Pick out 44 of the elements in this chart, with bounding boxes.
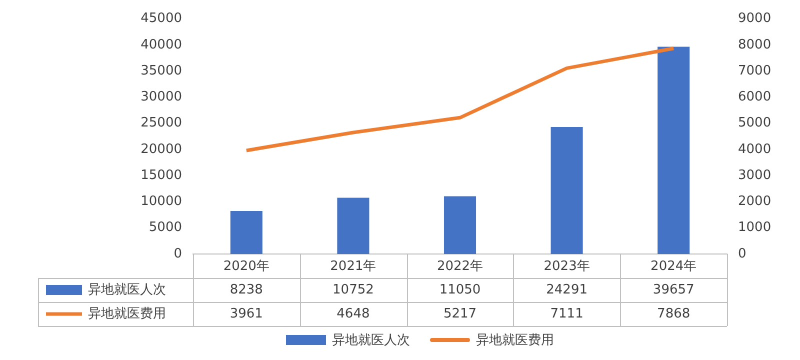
data-label: 5217 (443, 306, 477, 322)
bar (337, 198, 370, 254)
legend-label: 异地就医费用 (88, 306, 166, 322)
y2-tick-label: 8000 (738, 37, 772, 52)
x-tick-label: 2021年 (330, 259, 376, 274)
y2-tick-label: 6000 (738, 90, 772, 105)
bar (444, 196, 476, 254)
text: 异地就医人次 (332, 333, 410, 348)
y-tick-label: 5000 (148, 220, 182, 236)
data-label: 7111 (550, 306, 584, 322)
data-label: 3961 (230, 306, 263, 322)
y2-tick-label: 5000 (738, 116, 772, 131)
y-tick-label: 35000 (140, 63, 182, 78)
y-tick-label: 45000 (140, 11, 182, 26)
y-tick-label: 40000 (140, 37, 182, 52)
x-tick-label: 2024年 (650, 259, 697, 274)
y-tick-label: 0 (174, 246, 182, 262)
x-tick-label: 2022年 (436, 259, 484, 274)
y2-tick-label: 9000 (738, 11, 772, 26)
x-tick-label: 2020年 (223, 259, 270, 274)
data-label: 7868 (657, 306, 690, 322)
y2-tick-label: 2000 (738, 194, 772, 210)
bar (230, 210, 262, 254)
x-tick-label: 2023年 (544, 259, 590, 274)
data-label: 11050 (439, 282, 481, 298)
legend-label: 异地就医人次 (88, 282, 166, 298)
y-tick-label: 15000 (140, 168, 182, 183)
y2-tick-label: 7000 (738, 63, 772, 78)
data-label: 39657 (652, 282, 694, 298)
bar (550, 127, 583, 254)
y2-tick-label: 0 (738, 246, 746, 262)
bar (658, 46, 690, 254)
y-tick-label: 10000 (140, 194, 182, 210)
y2-tick-label: 4000 (738, 142, 772, 157)
data-label: 10752 (332, 282, 374, 298)
y-tick-label: 20000 (140, 142, 182, 157)
y2-tick-label: 1000 (738, 220, 772, 236)
data-label: 24291 (546, 282, 588, 298)
data-label: 4648 (336, 306, 370, 322)
y-tick-label: 30000 (140, 90, 182, 105)
y-tick-label: 25000 (140, 116, 182, 131)
data-label: 8238 (230, 282, 263, 298)
y2-tick-label: 3000 (738, 168, 772, 183)
text: 异地就医费用 (476, 333, 554, 348)
